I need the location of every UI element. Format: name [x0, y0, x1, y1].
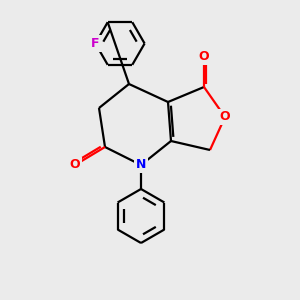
- Text: F: F: [91, 37, 100, 50]
- Text: O: O: [220, 110, 230, 124]
- Text: O: O: [199, 50, 209, 64]
- Text: O: O: [70, 158, 80, 172]
- Text: N: N: [136, 158, 146, 172]
